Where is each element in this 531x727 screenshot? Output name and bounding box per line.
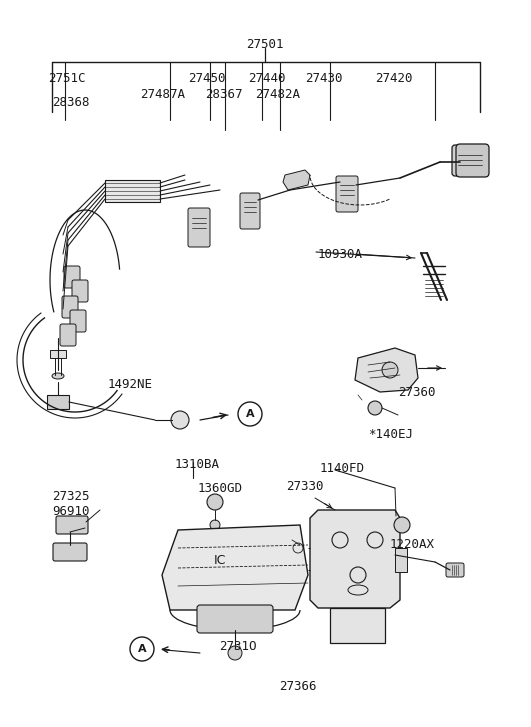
Bar — [47, 395, 69, 409]
FancyBboxPatch shape — [62, 296, 78, 318]
Text: 27330: 27330 — [286, 480, 323, 493]
Ellipse shape — [52, 373, 64, 379]
Text: A: A — [246, 409, 254, 419]
FancyBboxPatch shape — [188, 208, 210, 247]
Text: 27501: 27501 — [246, 38, 284, 51]
Text: 96910: 96910 — [52, 505, 90, 518]
Text: 27366: 27366 — [279, 680, 317, 693]
Text: 27360: 27360 — [398, 386, 435, 399]
Text: 27487A: 27487A — [140, 88, 185, 101]
FancyBboxPatch shape — [60, 324, 76, 346]
FancyBboxPatch shape — [452, 145, 488, 176]
Text: 27325: 27325 — [52, 490, 90, 503]
Bar — [50, 350, 66, 358]
Text: A: A — [138, 644, 147, 654]
Polygon shape — [355, 348, 418, 392]
Text: 27440: 27440 — [248, 72, 286, 85]
Circle shape — [228, 646, 242, 660]
Polygon shape — [283, 170, 310, 190]
FancyBboxPatch shape — [70, 310, 86, 332]
FancyBboxPatch shape — [72, 280, 88, 302]
Text: 2751C: 2751C — [48, 72, 85, 85]
Circle shape — [207, 494, 223, 510]
Bar — [105, 180, 160, 202]
FancyBboxPatch shape — [197, 605, 273, 633]
Polygon shape — [310, 510, 400, 608]
Circle shape — [394, 517, 410, 533]
Text: 27430: 27430 — [305, 72, 342, 85]
Text: 27420: 27420 — [375, 72, 413, 85]
Text: 28368: 28368 — [52, 96, 90, 109]
Text: 1140FD: 1140FD — [320, 462, 365, 475]
Circle shape — [368, 401, 382, 415]
Circle shape — [171, 411, 189, 429]
Text: 27450: 27450 — [188, 72, 226, 85]
Text: 10930A: 10930A — [318, 248, 363, 261]
Text: 1310BA: 1310BA — [175, 458, 220, 471]
Bar — [395, 548, 407, 572]
Polygon shape — [162, 525, 308, 610]
FancyBboxPatch shape — [336, 176, 358, 212]
Text: 27482A: 27482A — [255, 88, 300, 101]
FancyBboxPatch shape — [446, 563, 464, 577]
Text: 1220AX: 1220AX — [390, 538, 435, 551]
Circle shape — [382, 362, 398, 378]
Text: 28367: 28367 — [205, 88, 243, 101]
FancyBboxPatch shape — [64, 266, 80, 288]
Circle shape — [210, 520, 220, 530]
Text: 1492NE: 1492NE — [108, 378, 153, 391]
Text: 2731O: 2731O — [219, 640, 257, 653]
Bar — [330, 608, 385, 643]
Text: 1360GD: 1360GD — [198, 482, 243, 495]
FancyBboxPatch shape — [240, 193, 260, 229]
FancyBboxPatch shape — [56, 516, 88, 534]
FancyBboxPatch shape — [53, 543, 87, 561]
Text: *140EJ: *140EJ — [368, 428, 413, 441]
FancyBboxPatch shape — [456, 144, 489, 177]
Text: IC: IC — [214, 553, 226, 566]
